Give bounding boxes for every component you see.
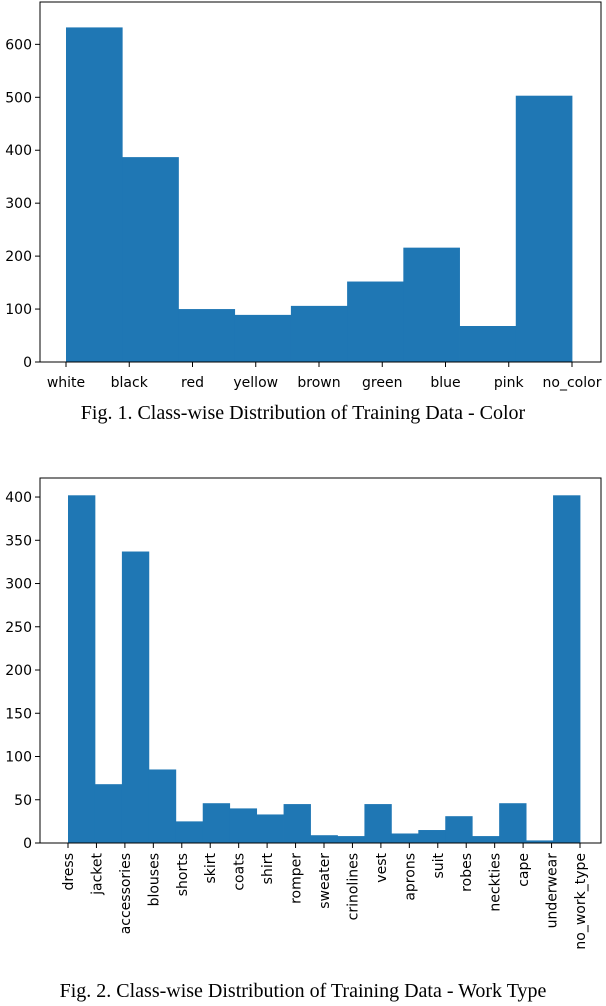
bar-white — [66, 27, 123, 362]
bar-aprons — [391, 833, 419, 843]
bar-green — [347, 281, 404, 362]
y-tick-label: 250 — [5, 620, 32, 636]
axes-frame — [39, 477, 602, 844]
y-tick-label: 150 — [5, 706, 32, 722]
x-tick-label: crinolines — [345, 853, 361, 920]
bar-blue — [403, 247, 460, 362]
x-tick-label: red — [181, 375, 204, 391]
x-tick-label: underwear — [545, 853, 561, 929]
x-tick-label: white — [47, 375, 85, 391]
x-tick-label: blue — [430, 375, 460, 391]
bar-brown — [290, 305, 348, 362]
bar-skirt — [202, 803, 231, 843]
x-tick-label: cape — [516, 853, 532, 887]
x-tick-label: skirt — [203, 853, 219, 884]
figure-2-caption: Fig. 2. Class-wise Distribution of Train… — [59, 980, 547, 1002]
y-tick-label: 200 — [5, 249, 32, 265]
x-tick-label: brown — [297, 375, 340, 391]
x-tick-label: jacket — [89, 853, 105, 896]
y-tick-label: 200 — [5, 663, 32, 679]
bar-red — [178, 309, 236, 362]
figure-1-caption: Fig. 1. Class-wise Distribution of Train… — [80, 402, 526, 424]
x-tick-label: vest — [374, 852, 390, 882]
x-tick-label: coats — [232, 853, 248, 891]
bar-no_color — [515, 95, 573, 363]
bar-cape — [499, 803, 527, 843]
y-tick-label: 500 — [5, 90, 32, 106]
x-tick-label: dress — [61, 853, 77, 891]
bar-blouses — [148, 769, 177, 843]
y-tick-label: 50 — [14, 793, 32, 809]
x-tick-label: robes — [459, 853, 475, 892]
bar-shorts — [175, 821, 204, 843]
y-tick-label: 100 — [5, 302, 32, 318]
x-tick-label: sweater — [317, 853, 333, 909]
bar-shirt — [256, 814, 284, 843]
x-tick-label: blouses — [146, 853, 162, 906]
bar-crinolines — [337, 836, 365, 843]
x-tick-label: black — [111, 375, 149, 391]
x-tick-label: shorts — [175, 853, 191, 896]
bar-sweater — [310, 835, 338, 843]
x-tick-label: romper — [289, 853, 305, 904]
bar-yellow — [234, 314, 292, 362]
y-tick-label: 300 — [5, 577, 32, 593]
bar-black — [122, 157, 179, 362]
x-tick-label: no_color — [543, 375, 602, 391]
bar-pink — [459, 326, 517, 362]
bar-underwear — [526, 840, 554, 843]
x-tick-label: neckties — [488, 853, 504, 912]
bar-jacket — [94, 784, 123, 843]
bar-dress — [68, 495, 96, 843]
bar-suit — [418, 830, 446, 843]
x-tick-label: yellow — [233, 375, 278, 391]
x-tick-label: shirt — [260, 853, 276, 885]
x-tick-label: no_work_type — [573, 853, 589, 950]
bar-robes — [445, 816, 473, 843]
y-tick-label: 400 — [5, 143, 32, 159]
bar-no_work_type — [553, 495, 581, 843]
y-tick-label: 0 — [23, 836, 32, 852]
y-tick-label: 0 — [23, 355, 32, 371]
bar-accessories — [121, 551, 150, 843]
bar-romper — [283, 804, 311, 843]
x-tick-label: pink — [494, 375, 525, 391]
x-tick-label: suit — [431, 852, 447, 878]
bar-neckties — [472, 836, 500, 843]
y-tick-label: 400 — [5, 490, 32, 506]
bar-vest — [364, 804, 392, 843]
color-distribution-chart: 0 100 200 300 400 500 600 white black red yellow br… — [5, 1, 602, 391]
y-tick-label: 100 — [5, 750, 32, 766]
y-tick-label: 350 — [5, 533, 32, 549]
axes-frame — [39, 1, 602, 363]
bar-coats — [229, 808, 258, 843]
y-tick-label: 300 — [5, 196, 32, 212]
x-tick-label: aprons — [402, 853, 418, 901]
y-tick-label: 600 — [5, 37, 32, 53]
work-type-distribution-chart: 0 50 100 150 200 250 300 350 400 dress jacket acces… — [5, 477, 602, 950]
x-tick-label: accessories — [118, 853, 134, 934]
x-tick-label: green — [362, 375, 402, 391]
